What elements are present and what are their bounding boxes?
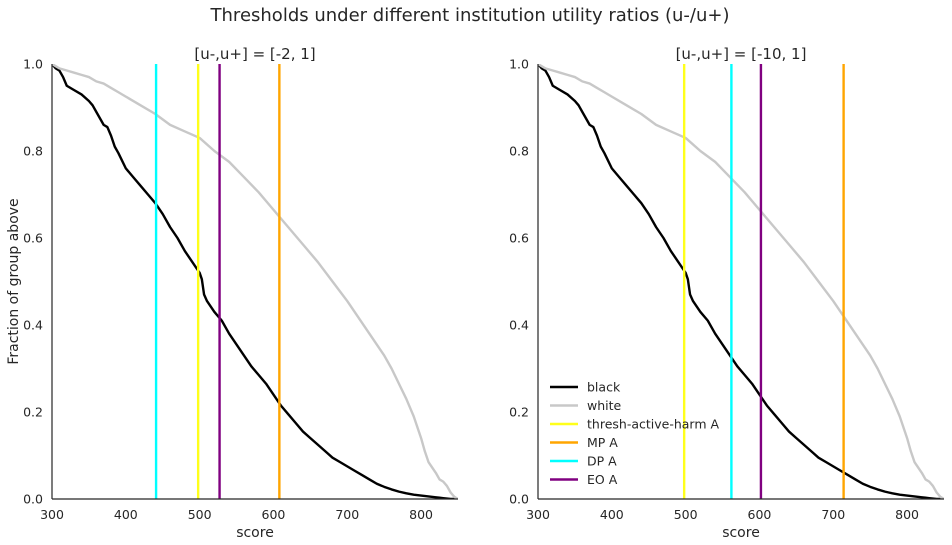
chart1-y-tick-label: 0.4 bbox=[23, 318, 43, 333]
chart2-legend-label-dp-a: DP A bbox=[587, 454, 617, 469]
chart2-y-tick-label: 0.6 bbox=[509, 231, 529, 246]
chart2-title: [u-,u+] = [-10, 1] bbox=[676, 45, 807, 63]
chart1-y-tick-label: 1.0 bbox=[23, 57, 43, 72]
chart2-y-tick-label: 0.0 bbox=[509, 492, 529, 507]
chart2-x-tick-label: 800 bbox=[895, 507, 919, 522]
chart1-data-area bbox=[52, 64, 458, 499]
chart1-y-tick-label: 0.0 bbox=[23, 492, 43, 507]
chart2-series-white-line bbox=[538, 64, 944, 499]
chart2-x-tick-label: 300 bbox=[526, 507, 550, 522]
chart1-series-white-line bbox=[52, 64, 458, 499]
chart2-legend-label-mp-a: MP A bbox=[587, 435, 618, 450]
chart1-y-tick-label: 0.8 bbox=[23, 144, 43, 159]
chart2-x-tick-label: 700 bbox=[821, 507, 845, 522]
chart2-data-area bbox=[538, 64, 944, 499]
chart2-x-tick-label: 400 bbox=[600, 507, 624, 522]
left-plot: 300 400 500 600 700 800 0.0 0.2 0.4 0.6 0.8 1.0 [u-,… bbox=[6, 45, 458, 541]
chart2-x-tick-label: 600 bbox=[748, 507, 772, 522]
chart1-y-tick-label: 0.2 bbox=[23, 405, 43, 420]
chart1-x-tick-label: 300 bbox=[40, 507, 64, 522]
chart2-y-tick-label: 1.0 bbox=[509, 57, 529, 72]
chart2-legend-label-eo-a: EO A bbox=[587, 472, 618, 487]
chart2-legend-label-black: black bbox=[587, 380, 621, 395]
chart1-y-axis-label: Fraction of group above bbox=[6, 198, 22, 364]
figure-title: Thresholds under different institution u… bbox=[210, 5, 730, 26]
chart1-x-tick-label: 700 bbox=[335, 507, 359, 522]
chart2-x-axis-label: score bbox=[722, 525, 760, 541]
chart2-y-tick-label: 0.2 bbox=[509, 405, 529, 420]
chart2-y-tick-label: 0.8 bbox=[509, 144, 529, 159]
chart1-x-tick-label: 800 bbox=[409, 507, 433, 522]
chart1-title: [u-,u+] = [-2, 1] bbox=[194, 45, 315, 63]
chart1-series-black-line bbox=[52, 64, 458, 499]
chart1-y-tick-label: 0.6 bbox=[23, 231, 43, 246]
chart1-x-tick-label: 500 bbox=[188, 507, 212, 522]
chart1-x-axis-label: score bbox=[236, 525, 274, 541]
chart1-x-tick-label: 400 bbox=[114, 507, 138, 522]
chart2-legend-label-white: white bbox=[587, 398, 622, 413]
chart2-x-tick-label: 500 bbox=[674, 507, 698, 522]
right-plot: 300 400 500 600 700 800 0.0 0.2 0.4 0.6 0.8 1.0 [u-,… bbox=[509, 45, 944, 541]
chart2-y-tick-label: 0.4 bbox=[509, 318, 529, 333]
chart2-legend: black white thresh-active-harm A MP A DP A EO… bbox=[550, 380, 719, 487]
chart1-x-tick-label: 600 bbox=[262, 507, 286, 522]
chart2-legend-label-thresh-active-harm-a: thresh-active-harm A bbox=[587, 417, 719, 432]
chart2-series-black-line bbox=[538, 64, 944, 499]
